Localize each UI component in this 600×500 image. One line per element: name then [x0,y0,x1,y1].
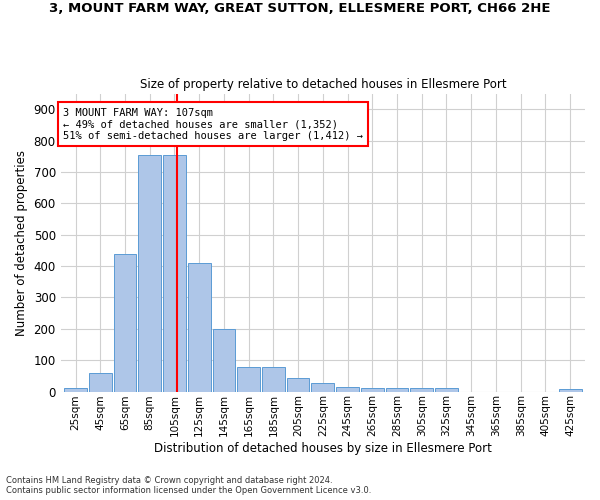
Bar [237,367,260,392]
Bar [139,154,161,392]
Bar [188,263,211,392]
Bar [386,388,409,392]
Bar [64,388,87,392]
Bar [410,388,433,392]
Bar [212,329,235,392]
X-axis label: Distribution of detached houses by size in Ellesmere Port: Distribution of detached houses by size … [154,442,492,455]
Text: 3 MOUNT FARM WAY: 107sqm
← 49% of detached houses are smaller (1,352)
51% of sem: 3 MOUNT FARM WAY: 107sqm ← 49% of detach… [63,108,363,141]
Bar [287,378,310,392]
Y-axis label: Number of detached properties: Number of detached properties [15,150,28,336]
Text: 3, MOUNT FARM WAY, GREAT SUTTON, ELLESMERE PORT, CH66 2HE: 3, MOUNT FARM WAY, GREAT SUTTON, ELLESME… [49,2,551,16]
Bar [89,372,112,392]
Bar [163,154,186,392]
Bar [559,389,581,392]
Bar [435,388,458,392]
Bar [262,367,285,392]
Bar [311,383,334,392]
Bar [113,254,136,392]
Text: Contains HM Land Registry data © Crown copyright and database right 2024.
Contai: Contains HM Land Registry data © Crown c… [6,476,371,495]
Title: Size of property relative to detached houses in Ellesmere Port: Size of property relative to detached ho… [140,78,506,91]
Bar [361,388,383,392]
Bar [336,388,359,392]
